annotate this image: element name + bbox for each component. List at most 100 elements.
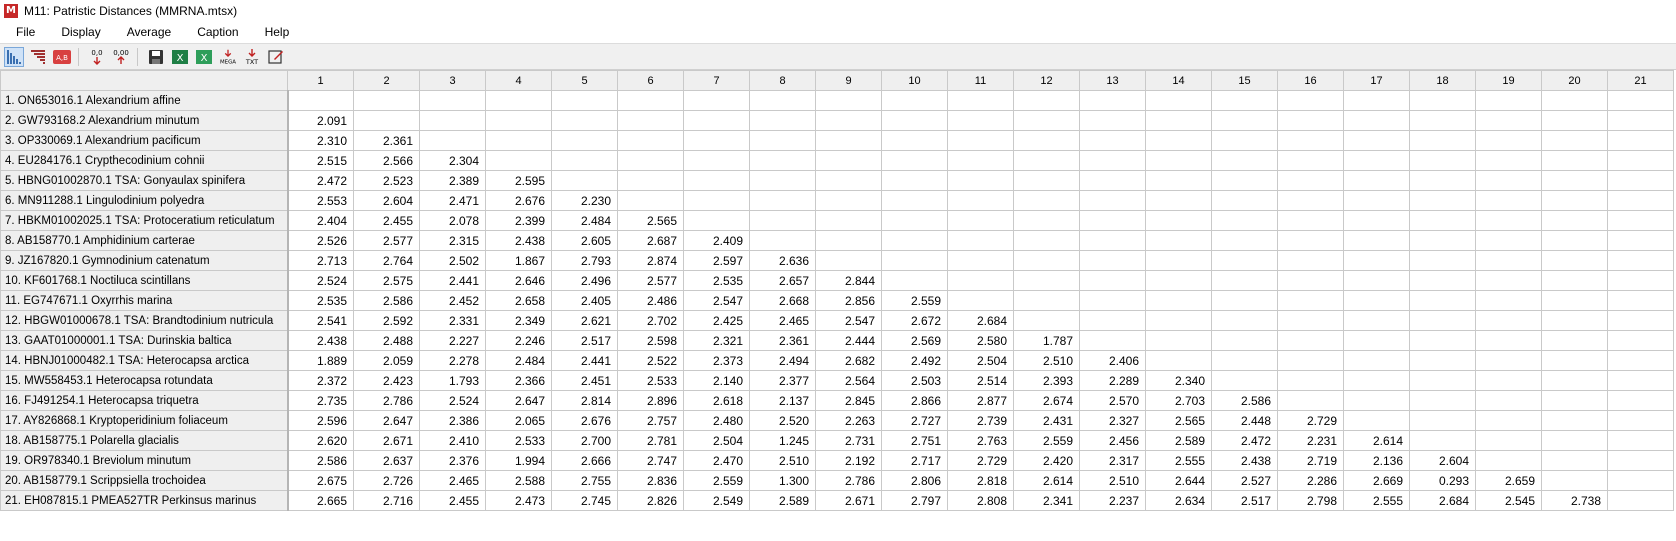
distance-cell[interactable]: 2.502 [419,250,486,271]
distance-cell[interactable]: 1.793 [419,370,486,391]
distance-cell[interactable]: 2.289 [1079,370,1146,391]
empty-cell[interactable] [1475,230,1542,251]
distance-cell[interactable]: 0.293 [1409,470,1476,491]
empty-cell[interactable] [485,90,552,111]
empty-cell[interactable] [815,190,882,211]
distance-cell[interactable]: 2.605 [551,230,618,251]
empty-cell[interactable] [1607,210,1674,231]
empty-cell[interactable] [881,150,948,171]
distance-cell[interactable]: 2.672 [881,310,948,331]
distance-cell[interactable]: 1.300 [749,470,816,491]
distance-cell[interactable]: 2.555 [1145,450,1212,471]
empty-cell[interactable] [1409,350,1476,371]
row-header[interactable]: 11. EG747671.1 Oxyrrhis marina [0,290,289,311]
distance-cell[interactable]: 2.136 [1343,450,1410,471]
distance-cell[interactable]: 2.588 [485,470,552,491]
empty-cell[interactable] [1541,290,1608,311]
distance-cell[interactable]: 2.520 [749,410,816,431]
empty-cell[interactable] [1607,350,1674,371]
distance-cell[interactable]: 2.526 [287,230,354,251]
distance-cell[interactable]: 2.452 [419,290,486,311]
distance-cell[interactable]: 2.566 [353,150,420,171]
empty-cell[interactable] [1607,130,1674,151]
empty-cell[interactable] [485,150,552,171]
empty-cell[interactable] [1343,330,1410,351]
empty-cell[interactable] [551,130,618,151]
distance-cell[interactable]: 2.647 [485,390,552,411]
empty-cell[interactable] [485,110,552,131]
distance-cell[interactable]: 2.246 [485,330,552,351]
empty-cell[interactable] [947,170,1014,191]
empty-cell[interactable] [947,230,1014,251]
empty-cell[interactable] [1211,270,1278,291]
distance-cell[interactable]: 2.764 [353,250,420,271]
distance-cell[interactable]: 2.684 [1409,490,1476,511]
empty-cell[interactable] [1409,190,1476,211]
upper-right-matrix-icon[interactable] [28,47,48,67]
row-header[interactable]: 16. FJ491254.1 Heterocapsa triquetra [0,390,289,411]
empty-cell[interactable] [1211,330,1278,351]
distance-cell[interactable]: 2.665 [287,490,354,511]
distance-cell[interactable]: 2.658 [485,290,552,311]
distance-cell[interactable]: 2.349 [485,310,552,331]
distance-cell[interactable]: 2.389 [419,170,486,191]
distance-cell[interactable]: 2.575 [353,270,420,291]
distance-cell[interactable]: 2.504 [683,430,750,451]
distance-cell[interactable]: 2.386 [419,410,486,431]
empty-cell[interactable] [1541,90,1608,111]
distance-cell[interactable]: 2.404 [287,210,354,231]
empty-cell[interactable] [419,90,486,111]
row-header[interactable]: 6. MN911288.1 Lingulodinium polyedra [0,190,289,211]
empty-cell[interactable] [1013,250,1080,271]
distance-cell[interactable]: 2.527 [1211,470,1278,491]
distance-cell[interactable]: 2.496 [551,270,618,291]
row-header[interactable]: 17. AY826868.1 Kryptoperidinium foliaceu… [0,410,289,431]
empty-cell[interactable] [1013,190,1080,211]
empty-cell[interactable] [1145,150,1212,171]
distance-cell[interactable]: 2.844 [815,270,882,291]
empty-cell[interactable] [947,190,1014,211]
empty-cell[interactable] [1475,150,1542,171]
empty-cell[interactable] [1211,110,1278,131]
distance-cell[interactable]: 2.471 [419,190,486,211]
empty-cell[interactable] [419,110,486,131]
empty-cell[interactable] [617,150,684,171]
distance-cell[interactable]: 2.448 [1211,410,1278,431]
empty-cell[interactable] [815,130,882,151]
distance-cell[interactable]: 2.517 [1211,490,1278,511]
column-header[interactable]: 3 [419,70,486,91]
distance-cell[interactable]: 2.510 [1013,350,1080,371]
distance-cell[interactable]: 2.687 [617,230,684,251]
increase-precision-icon[interactable]: 0,00 [111,47,131,67]
empty-cell[interactable] [1541,230,1608,251]
distance-cell[interactable]: 2.340 [1145,370,1212,391]
empty-cell[interactable] [1409,250,1476,271]
empty-cell[interactable] [1475,250,1542,271]
empty-cell[interactable] [617,170,684,191]
empty-cell[interactable] [1343,290,1410,311]
empty-cell[interactable] [1079,250,1146,271]
empty-cell[interactable] [551,110,618,131]
empty-cell[interactable] [947,210,1014,231]
menu-file[interactable]: File [16,25,36,39]
distance-cell[interactable]: 2.472 [287,170,354,191]
empty-cell[interactable] [1211,310,1278,331]
distance-cell[interactable]: 2.559 [881,290,948,311]
empty-cell[interactable] [1409,430,1476,451]
distance-cell[interactable]: 2.735 [287,390,354,411]
empty-cell[interactable] [353,90,420,111]
empty-cell[interactable] [551,170,618,191]
row-header[interactable]: 2. GW793168.2 Alexandrium minutum [0,110,289,131]
column-header[interactable]: 11 [947,70,1014,91]
distance-cell[interactable]: 2.486 [617,290,684,311]
empty-cell[interactable] [1343,410,1410,431]
distance-cell[interactable]: 2.793 [551,250,618,271]
empty-cell[interactable] [683,190,750,211]
distance-cell[interactable]: 2.484 [551,210,618,231]
empty-cell[interactable] [1277,90,1344,111]
column-header[interactable]: 19 [1475,70,1542,91]
distance-cell[interactable]: 2.547 [683,290,750,311]
empty-cell[interactable] [1475,130,1542,151]
distance-cell[interactable]: 2.286 [1277,470,1344,491]
empty-cell[interactable] [1145,190,1212,211]
